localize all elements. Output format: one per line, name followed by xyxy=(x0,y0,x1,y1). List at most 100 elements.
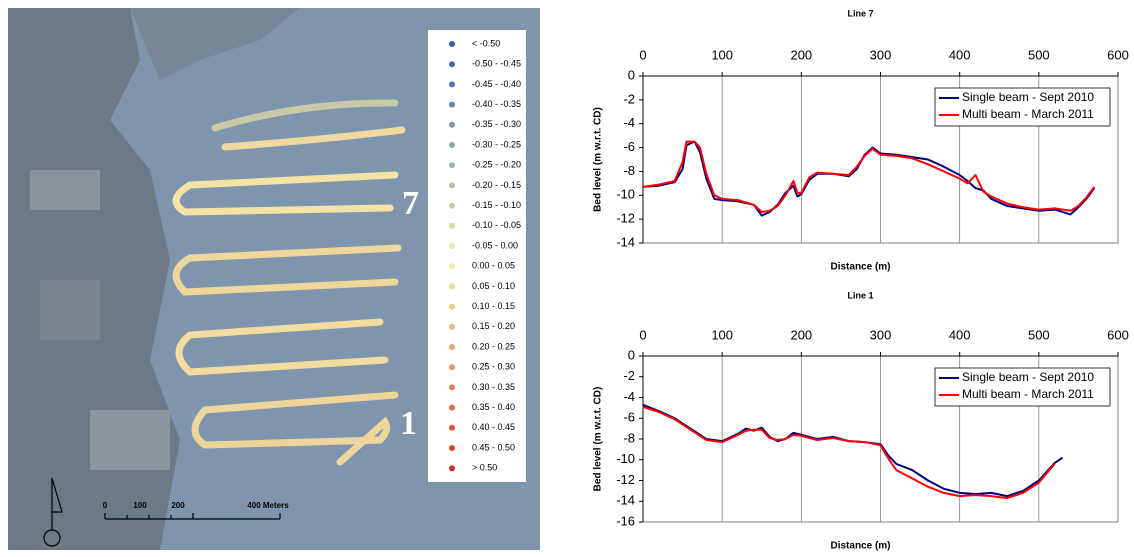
line-label: 7 xyxy=(402,185,419,222)
legend-label: Single beam - Sept 2010 xyxy=(962,90,1094,104)
y-tick-label: -10 xyxy=(616,187,635,202)
y-tick-label: -2 xyxy=(623,91,635,106)
scale-label: 200 xyxy=(171,501,185,510)
y-tick-label: -10 xyxy=(616,451,635,466)
legend-label: Multi beam - March 2011 xyxy=(962,387,1094,401)
x-tick-label: 400 xyxy=(949,47,971,62)
line-label: 1 xyxy=(400,405,417,442)
legend-label: 0.10 - 0.15 xyxy=(472,301,515,311)
legend-label: 0.15 - 0.20 xyxy=(472,321,515,331)
survey-track xyxy=(211,99,399,132)
legend-label: 0.20 - 0.25 xyxy=(472,341,515,351)
survey-track xyxy=(172,171,399,216)
y-tick-label: -14 xyxy=(616,493,635,508)
north-arrow xyxy=(51,477,63,530)
y-tick-label: -14 xyxy=(616,234,635,249)
x-tick-label: 300 xyxy=(870,327,892,342)
y-axis-label: Bed level (m w.r.t. CD) xyxy=(593,107,604,212)
legend-label: -0.30 - -0.25 xyxy=(472,139,521,149)
map-legend-box xyxy=(428,30,526,482)
y-tick-label: -2 xyxy=(623,368,635,383)
legend-label: > 0.50 xyxy=(472,463,497,473)
x-tick-label: 400 xyxy=(949,327,971,342)
y-tick-label: -16 xyxy=(616,513,635,528)
x-tick-label: 500 xyxy=(1028,47,1050,62)
legend-swatch xyxy=(449,243,455,249)
legend-label: 0.35 - 0.40 xyxy=(472,402,515,412)
x-tick-label: 100 xyxy=(711,47,733,62)
legend-label: -0.15 - -0.10 xyxy=(472,200,521,210)
chart-title: Line 1 xyxy=(847,290,873,300)
legend-swatch xyxy=(449,424,455,431)
x-tick-label: 200 xyxy=(790,47,812,62)
north-arrow xyxy=(43,529,61,547)
x-tick-label: 100 xyxy=(711,327,733,342)
scale-label: 400 Meters xyxy=(247,501,289,510)
legend-swatch xyxy=(449,101,455,108)
legend-swatch xyxy=(449,202,455,209)
scale-bar xyxy=(104,513,281,520)
survey-track xyxy=(175,318,389,376)
legend-swatch xyxy=(449,121,455,128)
legend-swatch xyxy=(449,303,455,310)
legend-label: Single beam - Sept 2010 xyxy=(962,370,1094,384)
legend-label: -0.05 - 0.00 xyxy=(472,240,518,250)
survey-track xyxy=(172,244,402,296)
legend-swatch xyxy=(449,41,455,47)
map-land xyxy=(40,280,100,340)
charts: Line 7 0 100 200 300 400 500 600 0 -2 -4 -6 -8 -10 -12… xyxy=(593,8,1129,551)
x-tick-label: 500 xyxy=(1028,327,1050,342)
legend-label: -0.45 - -0.40 xyxy=(472,79,521,89)
data-line xyxy=(642,140,1096,213)
legend-label: -0.35 - -0.30 xyxy=(472,119,521,129)
x-tick-label: 200 xyxy=(790,327,812,342)
y-tick-label: -8 xyxy=(623,163,635,178)
scale-label: 100 xyxy=(133,501,147,510)
legend-swatch xyxy=(449,81,455,88)
legend-swatch xyxy=(449,61,455,68)
survey-track xyxy=(221,126,406,151)
data-line xyxy=(642,405,1056,500)
survey-track xyxy=(191,391,399,466)
legend-label: < -0.50 xyxy=(472,38,500,48)
legend-label: -0.40 - -0.35 xyxy=(472,99,521,109)
legend-label: Multi beam - March 2011 xyxy=(962,107,1094,121)
legend-swatch xyxy=(449,222,455,229)
x-tick-label: 300 xyxy=(870,47,892,62)
map-land xyxy=(130,8,300,80)
legend-swatch xyxy=(449,142,455,148)
x-tick-label: 600 xyxy=(1107,327,1129,342)
legend-swatch xyxy=(449,162,455,169)
legend-swatch xyxy=(449,445,455,451)
legend-label: 0.00 - 0.05 xyxy=(472,261,515,271)
legend-label: 0.40 - 0.45 xyxy=(472,422,515,432)
legend-label: 0.05 - 0.10 xyxy=(472,281,515,291)
legend-box xyxy=(934,87,1111,127)
legend-swatch xyxy=(449,465,455,472)
y-tick-label: 0 xyxy=(628,347,635,362)
legend-label: -0.20 - -0.15 xyxy=(472,180,521,190)
y-tick-label: 0 xyxy=(628,67,635,82)
x-axis-label: Distance (m) xyxy=(830,262,890,273)
x-tick-label: 0 xyxy=(639,47,646,62)
y-tick-label: -6 xyxy=(623,139,635,154)
y-tick-label: -6 xyxy=(623,410,635,425)
map-legend: < -0.50 -0.50 - -0.45 -0.45 - -0.40 -0.40 -… xyxy=(449,38,521,473)
y-tick-label: -4 xyxy=(623,389,635,404)
legend-label: 0.25 - 0.30 xyxy=(472,362,515,372)
legend-swatch xyxy=(449,344,455,350)
legend-swatch xyxy=(449,283,455,290)
y-tick-label: -4 xyxy=(623,115,635,130)
legend-swatch xyxy=(449,404,455,411)
legend-label: -0.50 - -0.45 xyxy=(472,59,521,69)
y-tick-label: -8 xyxy=(623,430,635,445)
legend-label: -0.10 - -0.05 xyxy=(472,220,521,230)
map: 7 1 0 100 200 400 Meters xyxy=(8,8,540,550)
y-axis-label: Bed level (m w.r.t. CD) xyxy=(593,387,604,492)
legend-swatch xyxy=(449,384,455,391)
map-land xyxy=(30,170,100,210)
y-tick-label: -12 xyxy=(616,211,635,226)
legend-swatch xyxy=(449,263,455,270)
chart-title: Line 7 xyxy=(847,8,873,18)
